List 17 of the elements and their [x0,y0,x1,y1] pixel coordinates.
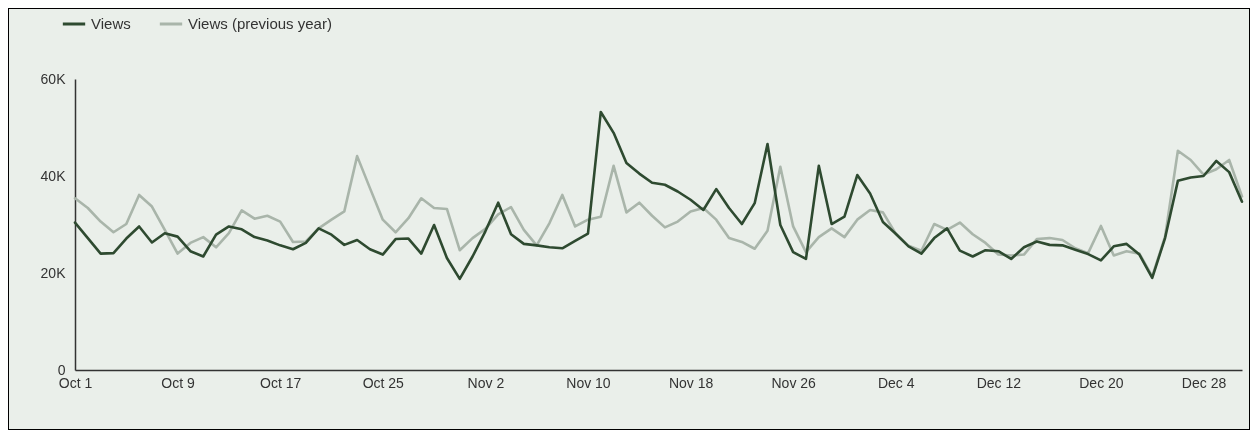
line-series [73,110,1244,281]
x-tick-label: Nov 10 [566,374,611,391]
x-tick-label: Nov 2 [467,374,505,391]
y-tick-label: 60K [40,70,67,87]
x-tick-label: Dec 28 [1181,374,1227,391]
legend-label: Views [91,15,131,32]
x-tick-label: Oct 9 [161,374,196,391]
x-tick-label: Dec 20 [1079,374,1124,391]
x-tick-label: Dec 12 [976,374,1022,391]
x-tick-label: Nov 18 [668,374,714,391]
x-tick-label: Dec 4 [877,374,915,391]
legend-label: Views (previous year) [188,15,332,32]
x-tick-label: Nov 26 [771,374,817,391]
x-tick-label: Oct 17 [260,374,302,391]
y-tick-label: 40K [40,167,67,184]
y-tick-label: 20K [40,264,67,281]
x-tick-label: Oct 25 [362,374,405,391]
